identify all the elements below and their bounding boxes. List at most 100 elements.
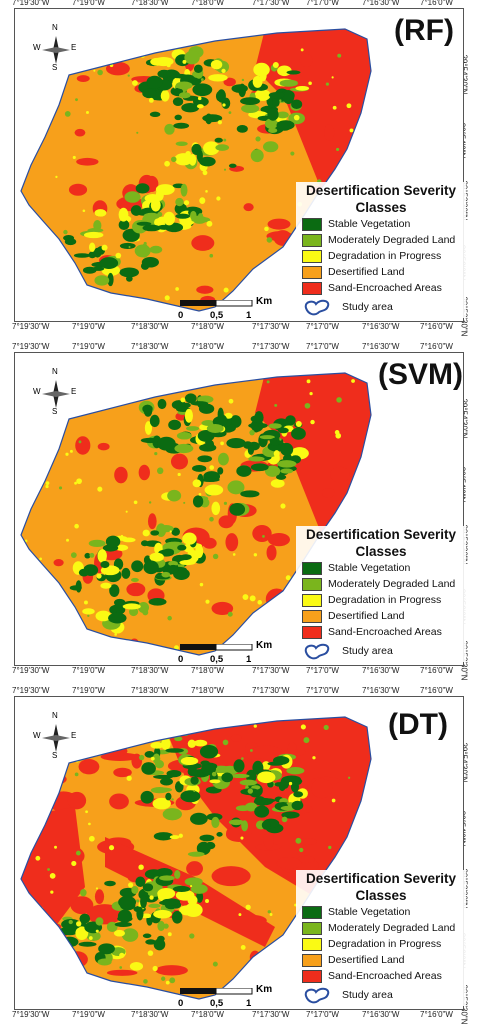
legend-swatch (302, 561, 322, 575)
legend-item: Stable Vegetation (302, 904, 466, 920)
legend-item: Sand-Encroached Areas (302, 624, 466, 640)
legend: Desertification Severity Classes Stable Ve… (296, 182, 466, 318)
scale-unit: Km (256, 640, 273, 651)
compass-icon: N S E W (33, 23, 77, 72)
longitude-tick-top: 7°19'30"W (12, 0, 50, 7)
panel-title: (RF) (394, 14, 454, 47)
longitude-tick-bottom: 7°19'0"W (72, 666, 105, 675)
longitude-tick-top: 7°16'30"W (362, 686, 400, 695)
legend-item: Stable Vegetation (302, 216, 466, 232)
longitude-tick-bottom: 7°19'30"W (12, 322, 50, 331)
compass-n-label: N (52, 367, 58, 376)
compass-s-label: S (52, 407, 58, 416)
compass-w-label: W (33, 43, 41, 52)
legend-item: Degradation in Progress (302, 592, 466, 608)
legend-label: Degradation in Progress (328, 938, 442, 950)
legend-item: Degradation in Progress (302, 248, 466, 264)
compass-icon: N S E W (33, 367, 76, 416)
longitude-tick-bottom: 7°17'0"W (306, 1010, 339, 1019)
longitude-tick-top: 7°17'30"W (252, 0, 290, 7)
classification-map (20, 28, 372, 312)
legend-swatch (302, 937, 322, 951)
legend-label: Sand-Encroached Areas (328, 626, 442, 638)
study-area-outline (20, 28, 372, 312)
longitude-tick-top: 7°17'0"W (306, 0, 339, 7)
scale-tick: 1 (246, 998, 252, 1009)
longitude-tick-top: 7°17'0"W (306, 686, 339, 695)
longitude-tick-top: 7°19'30"W (12, 686, 50, 695)
legend-swatch (302, 969, 322, 983)
longitude-tick-top: 7°18'0"W (191, 686, 224, 695)
study-area-outline (20, 372, 372, 656)
legend-swatch (302, 577, 322, 591)
legend-item: Sand-Encroached Areas (302, 968, 466, 984)
legend-swatch (302, 593, 322, 607)
compass-n-label: N (52, 711, 58, 720)
legend-swatch (302, 609, 322, 623)
longitude-tick-top: 7°17'30"W (252, 686, 290, 695)
longitude-tick-bottom: 7°17'0"W (306, 322, 339, 331)
longitude-tick-bottom: 7°16'30"W (362, 666, 400, 675)
study-area-outline (20, 716, 372, 1000)
legend-title: Desertification Severity (305, 183, 457, 198)
legend-title: Desertification Severity (305, 871, 457, 886)
scale-tick: 0 (178, 654, 184, 665)
scale-bar: Km 0 0,5 1 (178, 296, 273, 326)
longitude-tick-top: 7°19'0"W (72, 342, 105, 351)
longitude-tick-bottom: 7°19'0"W (72, 322, 105, 331)
scale-tick: 0 (178, 310, 184, 321)
legend-swatch (302, 217, 322, 231)
legend-swatch (302, 265, 322, 279)
legend-swatch (302, 953, 322, 967)
legend: Desertification Severity Classes Stable Ve… (296, 526, 466, 662)
legend-study-area: Study area (302, 296, 466, 318)
longitude-tick-bottom: 7°17'0"W (306, 666, 339, 675)
longitude-tick-bottom: 7°16'0"W (420, 666, 453, 675)
compass-icon: N S E W (33, 711, 76, 760)
legend-item: Desertified Land (302, 952, 466, 968)
legend-item: Degradation in Progress (302, 936, 466, 952)
latitude-tick-left: 29°54'30"N (0, 398, 2, 438)
legend-label: Sand-Encroached Areas (328, 970, 442, 982)
map-panel-2: 7°19'30"W 7°19'0"W 7°18'30"W 7°18'0"W 7°17'3… (0, 686, 485, 1032)
legend-title-line2: Classes (355, 200, 407, 215)
study-area-icon (304, 299, 330, 316)
map-panel-1: 7°19'30"W 7°19'0"W 7°18'30"W 7°18'0"W 7°17'3… (0, 342, 485, 688)
longitude-tick-bottom: 7°18'30"W (131, 1010, 169, 1019)
longitude-tick-top: 7°16'30"W (362, 342, 400, 351)
longitude-tick-top: 7°17'0"W (306, 342, 339, 351)
compass-w-label: W (33, 731, 41, 740)
longitude-tick-bottom: 7°19'30"W (12, 1010, 50, 1019)
longitude-tick-bottom: 7°19'0"W (72, 1010, 105, 1019)
map-panel-0: 7°19'30"W 7°19'0"W 7°18'30"W 7°18'0"W 7°17'3… (0, 0, 485, 344)
latitude-tick-left: 29°53'30"N (0, 868, 2, 908)
legend-label: Stable Vegetation (328, 562, 411, 574)
scale-unit: Km (256, 296, 273, 307)
longitude-tick-top: 7°18'30"W (131, 686, 169, 695)
longitude-tick-top: 7°18'0"W (191, 0, 224, 7)
compass-e-label: E (71, 43, 77, 52)
longitude-tick-bottom: 7°18'0"W (191, 1010, 224, 1019)
panel-title: (SVM) (378, 358, 463, 391)
legend-label: Stable Vegetation (328, 906, 411, 918)
scale-tick: 0,5 (210, 654, 224, 665)
legend-study-area: Study area (302, 640, 466, 662)
scale-unit: Km (256, 984, 273, 995)
legend-title-line2: Classes (355, 888, 407, 903)
legend-swatch (302, 905, 322, 919)
legend-swatch (302, 249, 322, 263)
legend-item: Moderately Degraded Land (302, 576, 466, 592)
legend: Desertification Severity Classes Stable Ve… (296, 870, 466, 1006)
legend-label: Moderately Degraded Land (328, 234, 456, 246)
legend-item: Sand-Encroached Areas (302, 280, 466, 296)
longitude-tick-top: 7°16'0"W (420, 686, 453, 695)
latitude-tick-left: 29°54'30"N (0, 742, 2, 782)
legend-label: Degradation in Progress (328, 250, 442, 262)
compass-n-label: N (52, 23, 58, 32)
longitude-tick-bottom: 7°17'30"W (252, 1010, 290, 1019)
legend-item: Moderately Degraded Land (302, 232, 466, 248)
longitude-tick-bottom: 7°17'30"W (252, 322, 290, 331)
legend-label: Moderately Degraded Land (328, 578, 456, 590)
longitude-tick-top: 7°16'0"W (420, 342, 453, 351)
longitude-tick-bottom: 7°18'0"W (191, 322, 224, 331)
